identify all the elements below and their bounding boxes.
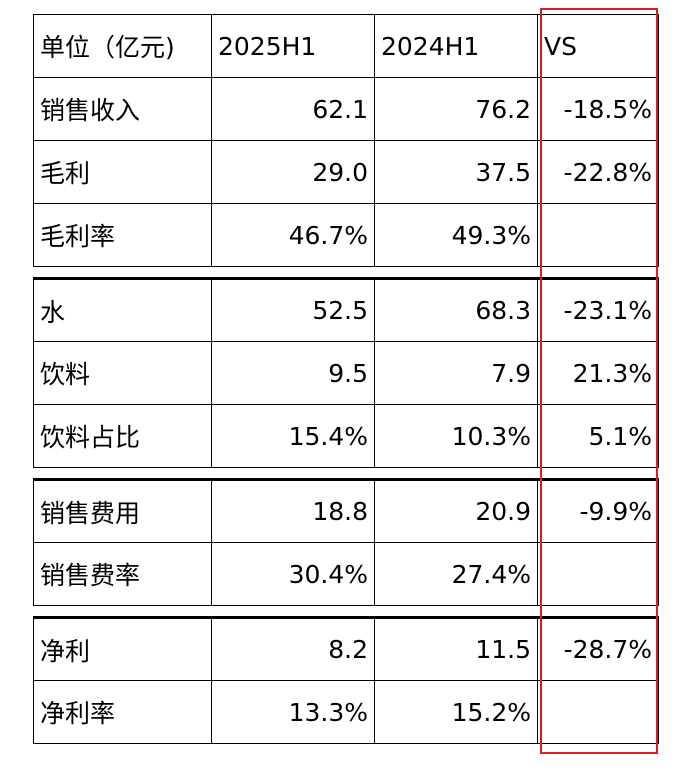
value-2025h1: 18.8 [211, 478, 375, 543]
value-2025h1: 30.4% [211, 542, 375, 606]
header-vs: VS [537, 14, 659, 78]
value-2025h1: 13.3% [211, 680, 375, 744]
value-vs: 21.3% [537, 341, 659, 405]
table-row: 销售收入 62.1 76.2 -18.5% [33, 77, 659, 141]
group-divider [33, 605, 659, 618]
value-vs [537, 542, 659, 606]
value-2024h1: 27.4% [374, 542, 538, 606]
value-vs [537, 680, 659, 744]
value-vs: -28.7% [537, 616, 659, 681]
table-row: 毛利 29.0 37.5 -22.8% [33, 140, 659, 204]
table-row: 毛利率 46.7% 49.3% [33, 203, 659, 267]
value-2025h1: 8.2 [211, 616, 375, 681]
value-2024h1: 7.9 [374, 341, 538, 405]
table-row: 饮料占比 15.4% 10.3% 5.1% [33, 404, 659, 468]
row-label: 销售费用 [33, 478, 212, 543]
table-row: 饮料 9.5 7.9 21.3% [33, 341, 659, 405]
value-vs: -18.5% [537, 77, 659, 141]
financial-table: 单位（亿元) 2025H1 2024H1 VS 销售收入 62.1 76.2 -… [33, 14, 659, 744]
value-2024h1: 37.5 [374, 140, 538, 204]
table-row: 水 52.5 68.3 -23.1% [33, 277, 659, 342]
value-2025h1: 46.7% [211, 203, 375, 267]
value-2025h1: 9.5 [211, 341, 375, 405]
row-label: 饮料占比 [33, 404, 212, 468]
header-2025h1: 2025H1 [211, 14, 375, 78]
value-2024h1: 49.3% [374, 203, 538, 267]
table-row: 销售费率 30.4% 27.4% [33, 542, 659, 606]
row-label: 净利 [33, 616, 212, 681]
value-2024h1: 68.3 [374, 277, 538, 342]
value-2024h1: 10.3% [374, 404, 538, 468]
header-row: 单位（亿元) 2025H1 2024H1 VS [33, 14, 659, 78]
value-vs: -23.1% [537, 277, 659, 342]
row-label: 销售收入 [33, 77, 212, 141]
table-row: 净利 8.2 11.5 -28.7% [33, 616, 659, 681]
value-vs: -22.8% [537, 140, 659, 204]
value-2024h1: 11.5 [374, 616, 538, 681]
value-vs: -9.9% [537, 478, 659, 543]
value-vs: 5.1% [537, 404, 659, 468]
value-2024h1: 20.9 [374, 478, 538, 543]
group-divider [33, 266, 659, 279]
group-divider [33, 467, 659, 480]
value-2025h1: 15.4% [211, 404, 375, 468]
header-unit: 单位（亿元) [33, 14, 212, 78]
row-label: 毛利 [33, 140, 212, 204]
value-2025h1: 29.0 [211, 140, 375, 204]
table-row: 净利率 13.3% 15.2% [33, 680, 659, 744]
row-label: 饮料 [33, 341, 212, 405]
row-label: 净利率 [33, 680, 212, 744]
value-2025h1: 52.5 [211, 277, 375, 342]
value-2025h1: 62.1 [211, 77, 375, 141]
value-vs [537, 203, 659, 267]
row-label: 销售费率 [33, 542, 212, 606]
table-row: 销售费用 18.8 20.9 -9.9% [33, 478, 659, 543]
value-2024h1: 15.2% [374, 680, 538, 744]
value-2024h1: 76.2 [374, 77, 538, 141]
row-label: 水 [33, 277, 212, 342]
header-2024h1: 2024H1 [374, 14, 538, 78]
row-label: 毛利率 [33, 203, 212, 267]
